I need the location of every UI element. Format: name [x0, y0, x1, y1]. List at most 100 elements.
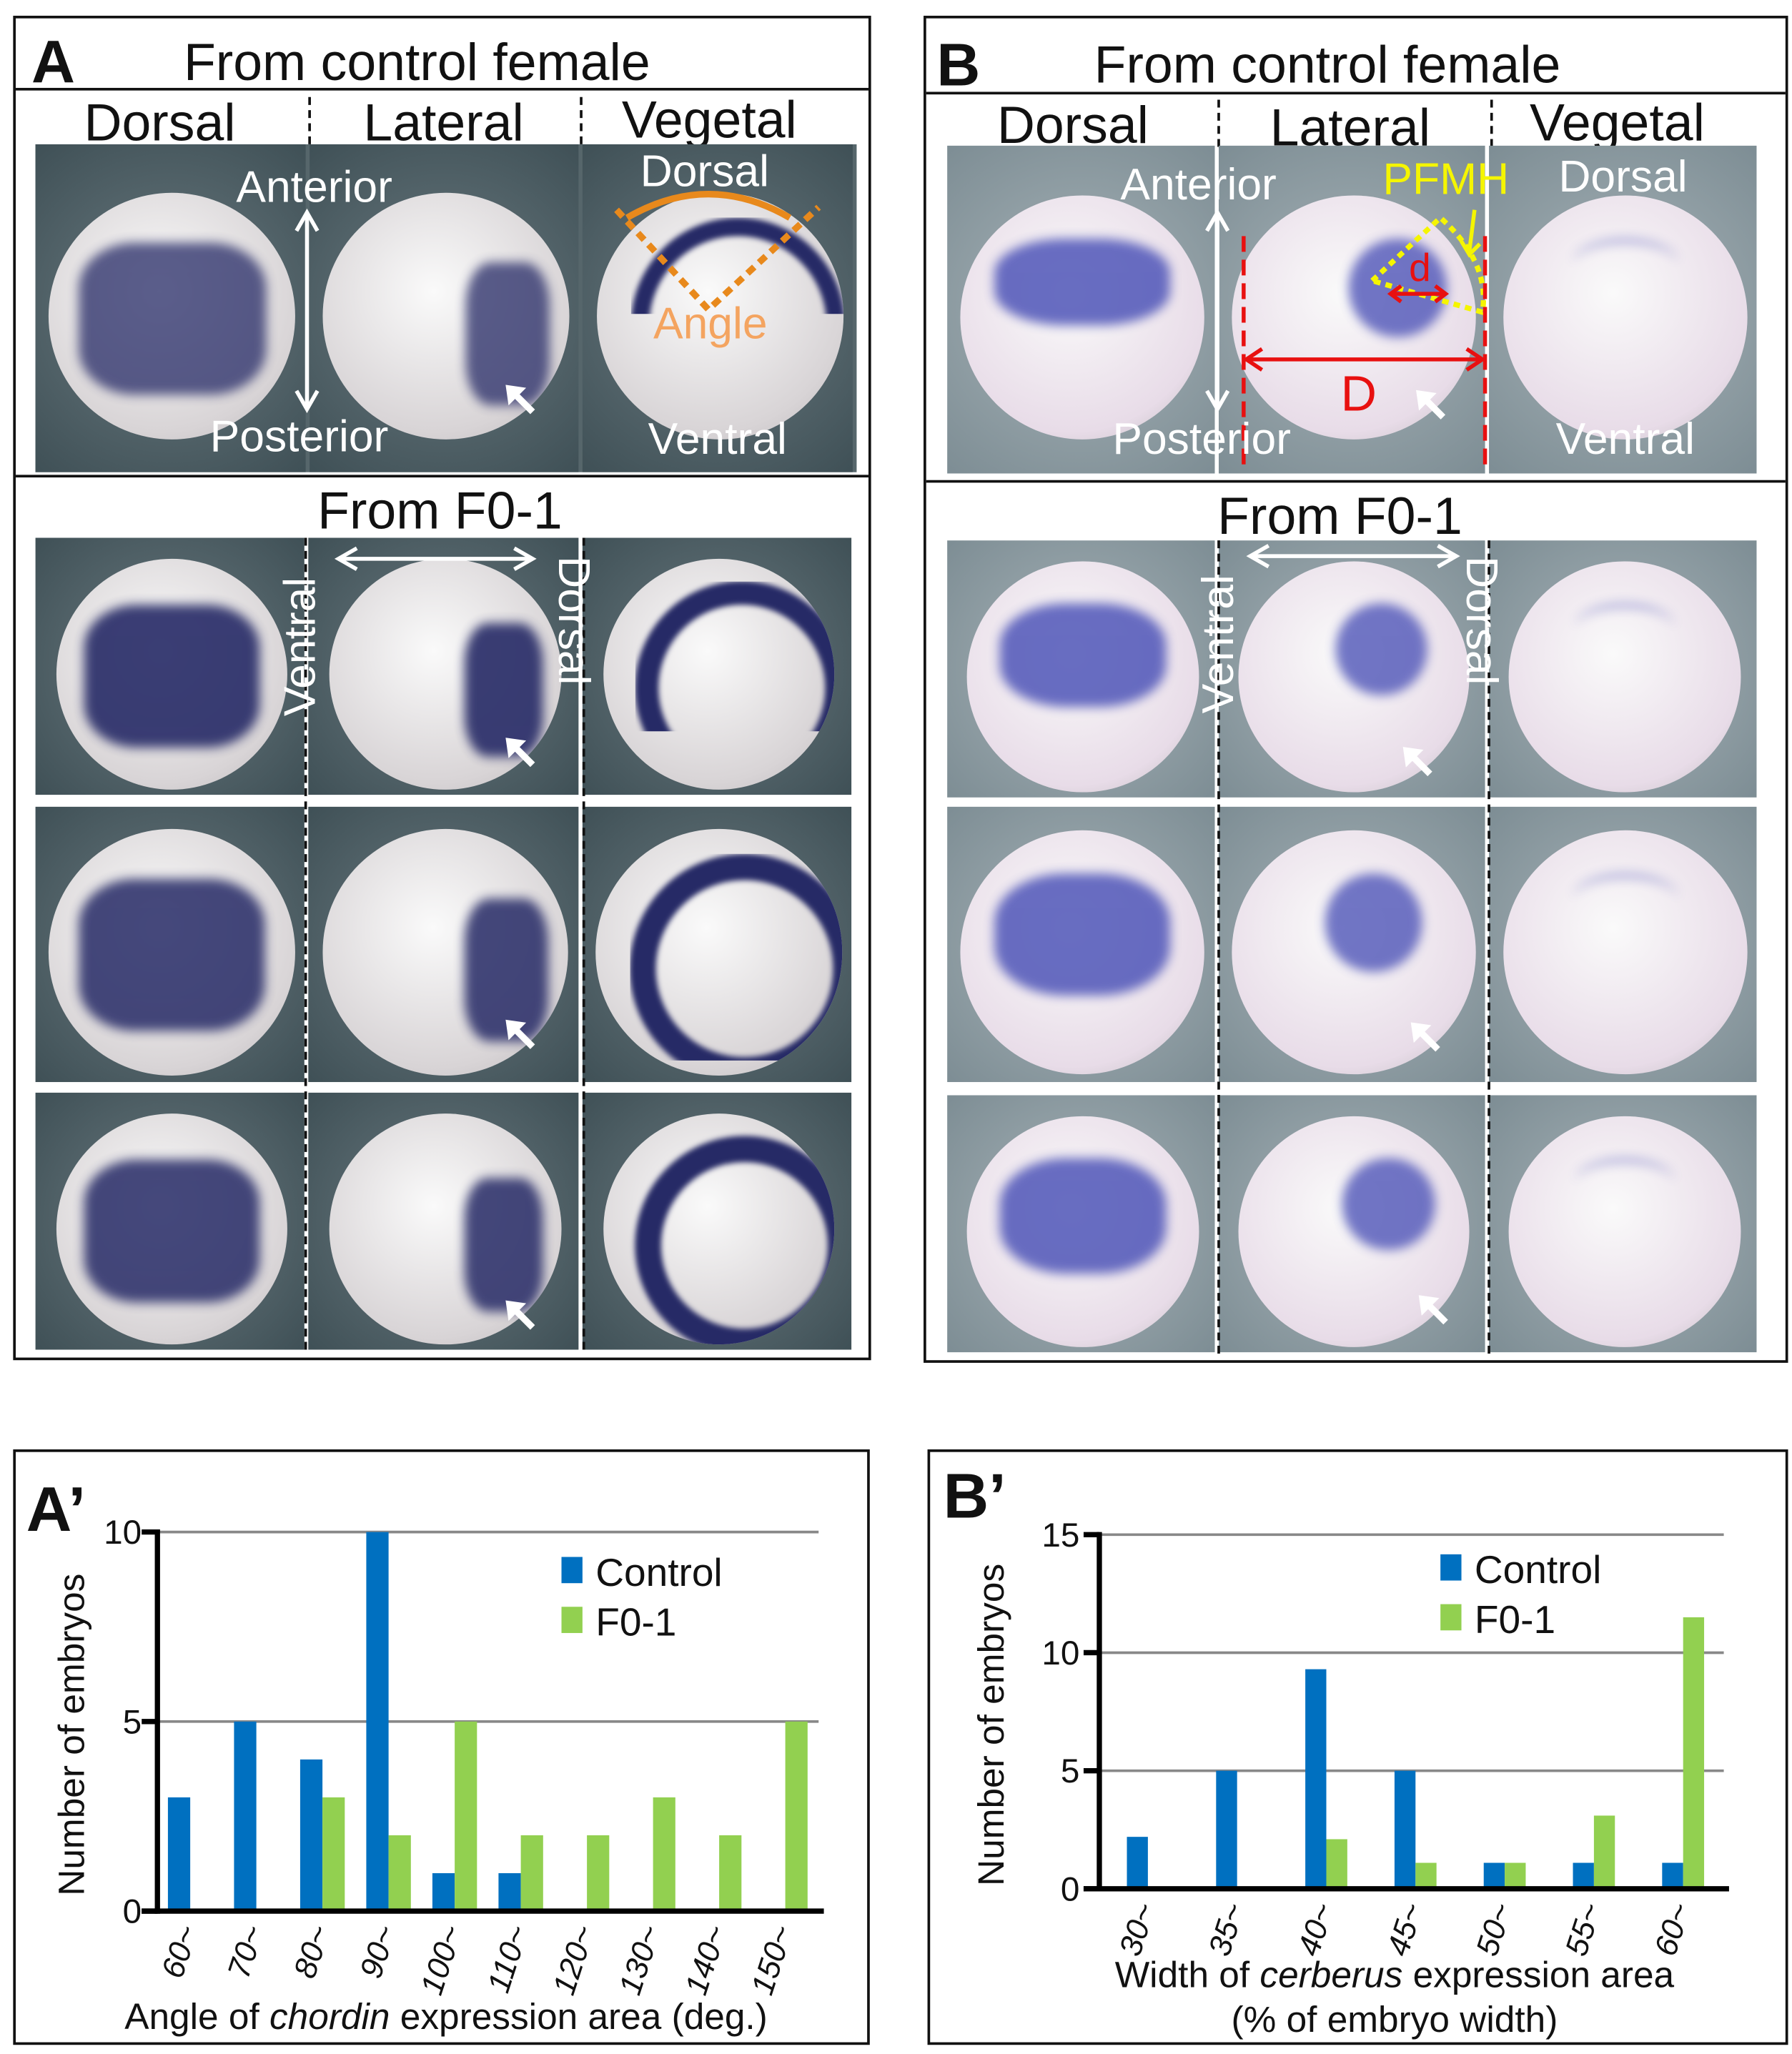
- white-arrow-icon: [1410, 1022, 1440, 1052]
- column-separator: [308, 96, 311, 144]
- label-f0-dorsal: Dorsal: [548, 556, 598, 685]
- bar-f0-1-130: [653, 1797, 675, 1912]
- x-tick-label: 110~: [481, 1921, 535, 1997]
- bar-f0-1-80: [322, 1797, 345, 1912]
- bar-f0-1-55: [1593, 1815, 1615, 1889]
- label-anterior: Anterior: [236, 162, 392, 213]
- cerberus-stain: [1574, 1157, 1676, 1208]
- bar-control-30: [1127, 1837, 1148, 1889]
- annotation-overlay: [505, 191, 1487, 1325]
- white-arrow-icon: [1402, 747, 1432, 777]
- legend-swatch-control: [1440, 1554, 1462, 1581]
- embryo-photo-lateral: [1218, 806, 1486, 1083]
- column-separator: [1487, 540, 1490, 1354]
- chordin-stain: [463, 623, 543, 758]
- embryo: [1509, 1116, 1741, 1348]
- embryo: [322, 829, 569, 1076]
- x-tick-label: 55~: [1559, 1898, 1609, 1960]
- embryo: [49, 829, 295, 1076]
- embryo: [56, 1113, 288, 1345]
- cerberus-stain: [1342, 1157, 1435, 1251]
- chart-b-prime: B’ 0 5 10 15 30~ 35~ 40~ 45~ 50~ 55~ 60~ Number of e…: [944, 1460, 1729, 2040]
- embryo-photo-lateral: [1218, 1095, 1486, 1353]
- chordin-stain: [84, 605, 260, 748]
- embryo-photo-lateral: [308, 806, 578, 1083]
- embryo-photo-vegetal: [582, 537, 852, 795]
- x-tick-label: 60~: [1648, 1898, 1698, 1960]
- bar-f0-1-140: [719, 1835, 742, 1912]
- white-arrow-icon: [1416, 390, 1446, 420]
- divider: [16, 475, 868, 478]
- white-arrow-icon: [1418, 1295, 1448, 1325]
- x-tick-label: 90~: [353, 1921, 403, 1983]
- embryo-photo-lateral: [308, 1092, 578, 1350]
- embryo: [595, 829, 842, 1076]
- f0-title: From F0-1: [1217, 487, 1462, 546]
- label-vegetal-ventral: Ventral: [1555, 414, 1695, 465]
- label-anterior: Anterior: [1120, 159, 1277, 210]
- column-separator: [1490, 99, 1493, 147]
- embryo-photo-dorsal: [35, 537, 305, 795]
- y-tick-label: 0: [1061, 1870, 1080, 1908]
- label-f0-dorsal: Dorsal: [1456, 556, 1506, 685]
- y-tick-label: 10: [1041, 1634, 1079, 1672]
- bar-f0-1-120: [587, 1835, 610, 1912]
- chordin-stain: [465, 898, 549, 1041]
- bar-control-100: [432, 1872, 455, 1912]
- embryo-photo-dorsal: [947, 806, 1214, 1083]
- bar-f0-1-50: [1505, 1862, 1526, 1889]
- pfmh-region-icon: [1367, 209, 1487, 316]
- cerberus-stain: [1571, 239, 1679, 292]
- bar-control-70: [234, 1721, 257, 1912]
- embryo: [1238, 561, 1470, 793]
- column-separator: [1217, 99, 1220, 147]
- bar-control-40: [1305, 1669, 1327, 1889]
- cerberus-stain: [999, 602, 1167, 708]
- embryo: [1509, 561, 1741, 793]
- x-tick-label: 140~: [678, 1921, 733, 1999]
- cerberus-stain: [994, 239, 1171, 325]
- embryo: [49, 192, 296, 440]
- embryo: [603, 1113, 835, 1345]
- embryo: [1503, 830, 1747, 1075]
- x-tick-label: 80~: [287, 1921, 337, 1983]
- cerberus-stain: [1574, 602, 1676, 653]
- bar-control-80: [300, 1759, 323, 1912]
- label-small-d: d: [1409, 247, 1431, 290]
- photo-f0-row-2: [35, 806, 856, 1083]
- photo-f0-row-3: [35, 1092, 856, 1350]
- label-vegetal-dorsal: Dorsal: [640, 147, 769, 197]
- column-header-vegetal: Vegetal: [621, 91, 797, 150]
- y-tick-label: 10: [104, 1514, 142, 1552]
- photo-f0-row-1: [35, 537, 856, 795]
- column-separator: [582, 537, 585, 1350]
- photo-f0-row-1: [947, 540, 1761, 798]
- embryo-photo-lateral: [309, 144, 579, 472]
- panel-title: From control female: [183, 34, 650, 92]
- embryo: [330, 1113, 561, 1345]
- y-tick-label: 15: [1041, 1517, 1079, 1554]
- y-axis-label: Number of embryos: [50, 1574, 91, 1896]
- white-arrow-icon: [505, 738, 535, 768]
- panel-letter: A’: [26, 1474, 86, 1544]
- x-tick-label: 35~: [1202, 1898, 1252, 1960]
- x-axis-label-part: Angle of: [124, 1995, 269, 2037]
- column-header-vegetal: Vegetal: [1529, 94, 1705, 152]
- cerberus-stain: [994, 874, 1171, 996]
- cerberus-stain: [1335, 602, 1428, 695]
- bar-f0-1-90: [388, 1835, 411, 1912]
- panel-b: B From control female Dorsal Lateral Veg…: [924, 16, 1788, 1363]
- bar-f0-1-100: [455, 1721, 477, 1912]
- bar-f0-1-60: [1683, 1617, 1705, 1889]
- panel-b-prime-chart: B’ 0 5 10 15 30~ 35~ 40~ 45~ 50~ 55~ 60~ Number of e…: [927, 1449, 1788, 2045]
- chordin-stain: [465, 262, 550, 405]
- width-measure-icon: [1242, 236, 1487, 470]
- label-posterior: Posterior: [209, 412, 389, 462]
- chordin-stain: [78, 878, 266, 1031]
- embryo-photo-dorsal: [947, 540, 1214, 798]
- bar-control-45: [1394, 1770, 1416, 1889]
- bar-f0-1-110: [520, 1835, 543, 1912]
- cerberus-stain: [1571, 874, 1679, 927]
- chart-a-prime: A’ 0 5 10 60~ 70~ 80~ 90~ 100~ 110~ 120~ 130~ 140~ 15…: [26, 1474, 824, 2037]
- embryo-photo-dorsal: [947, 145, 1214, 474]
